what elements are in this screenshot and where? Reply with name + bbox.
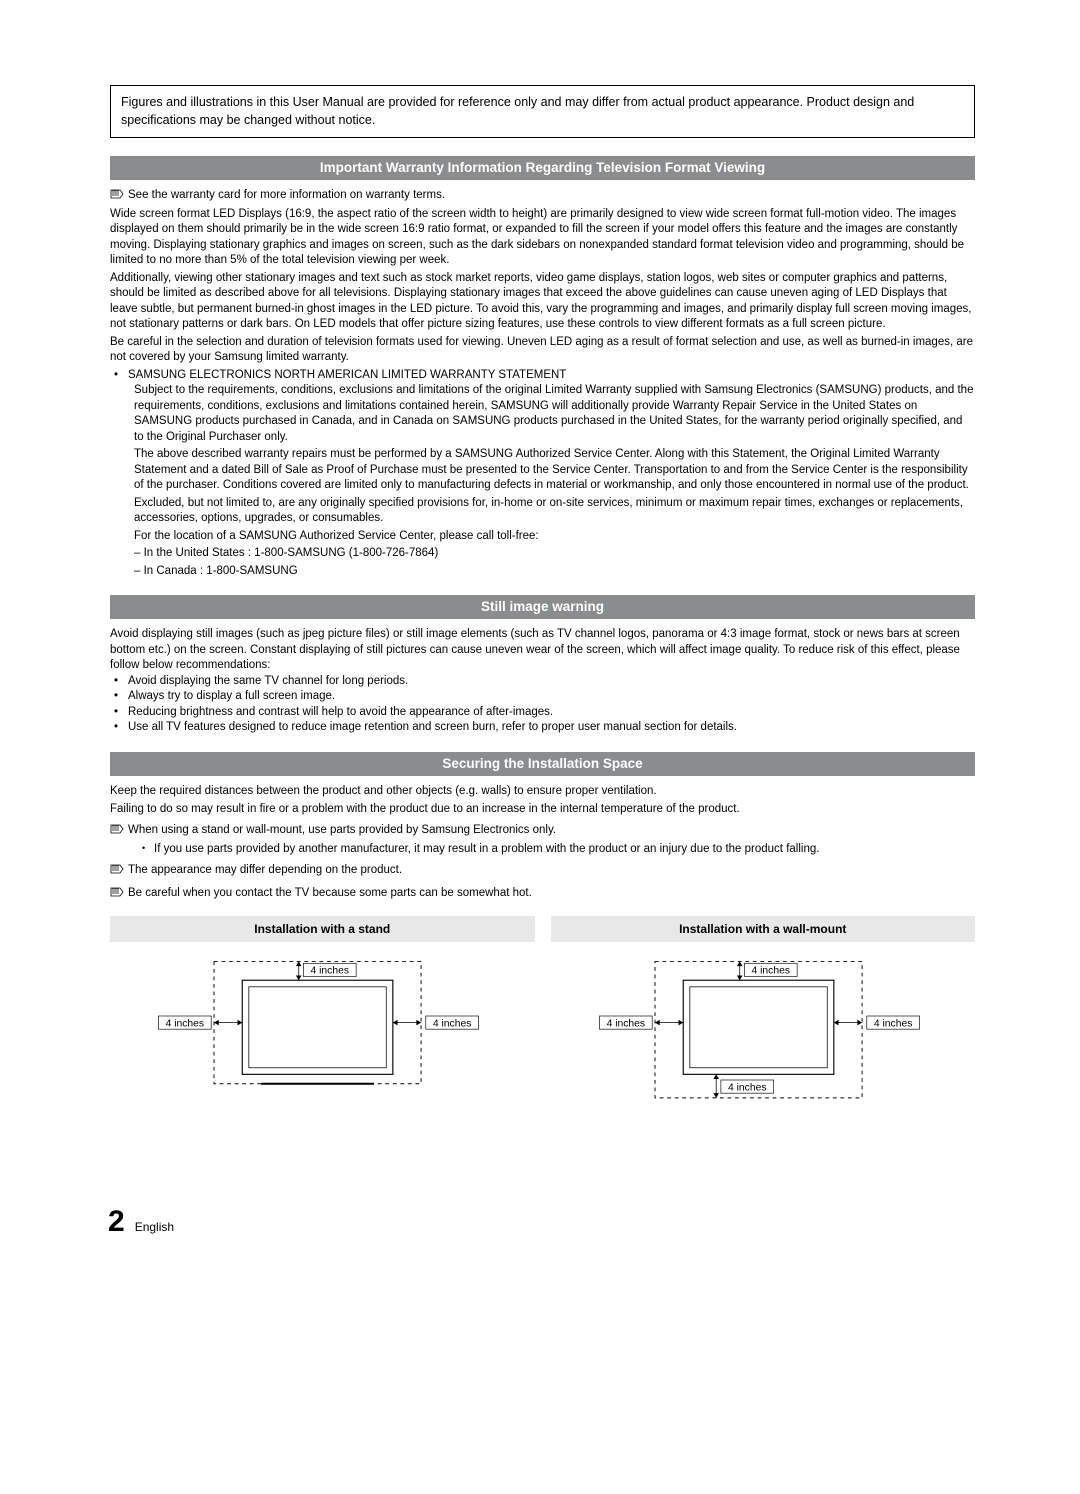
secure-note3: Be careful when you contact the TV becau…: [110, 886, 975, 903]
still-bullets: Avoid displaying the same TV channel for…: [110, 674, 975, 736]
stand-diagram: 4 inches 4 inches 4 inches: [110, 952, 535, 1112]
wall-left-label: 4 inches: [606, 1018, 645, 1029]
page-language: English: [135, 1220, 174, 1234]
stand-top-label: 4 inches: [311, 966, 350, 977]
still-b3: Reducing brightness and contrast will he…: [128, 705, 975, 721]
secure-note1-sub-text: If you use parts provided by another man…: [154, 842, 975, 858]
secure-note3-text: Be careful when you contact the TV becau…: [128, 886, 532, 902]
notice-box: Figures and illustrations in this User M…: [110, 85, 975, 138]
warranty-body: Wide screen format LED Displays (16:9, t…: [110, 207, 975, 366]
secure-note1-sub: If you use parts provided by another man…: [110, 842, 975, 858]
warranty-bp2: The above described warranty repairs mus…: [134, 447, 975, 494]
install-stand-title: Installation with a stand: [110, 916, 535, 942]
note-icon: [110, 863, 128, 880]
warranty-bp1: Subject to the requirements, conditions,…: [134, 383, 975, 445]
note-icon: [110, 886, 128, 903]
warranty-header: Important Warranty Information Regarding…: [110, 156, 975, 180]
warranty-p3: Be careful in the selection and duration…: [110, 335, 975, 366]
secure-note2-text: The appearance may differ depending on t…: [128, 863, 402, 879]
stand-right-label: 4 inches: [433, 1018, 472, 1029]
install-wall-col: Installation with a wall-mount 4 inches: [551, 916, 976, 1112]
page-footer: 2 English: [108, 1205, 174, 1239]
stand-left-label: 4 inches: [166, 1018, 205, 1029]
warranty-note-text: See the warranty card for more informati…: [128, 188, 445, 204]
warranty-dash2: – In Canada : 1-800-SAMSUNG: [134, 564, 975, 580]
still-header: Still image warning: [110, 595, 975, 619]
warranty-indent: Subject to the requirements, conditions,…: [110, 383, 975, 579]
note-icon: [110, 188, 128, 205]
warranty-bp3: Excluded, but not limited to, are any or…: [134, 496, 975, 527]
warranty-dash1: – In the United States : 1-800-SAMSUNG (…: [134, 546, 975, 562]
warranty-note: See the warranty card for more informati…: [110, 188, 975, 205]
note-icon: [110, 823, 128, 840]
page-number: 2: [108, 1205, 125, 1239]
wall-right-label: 4 inches: [873, 1018, 912, 1029]
install-wall-title: Installation with a wall-mount: [551, 916, 976, 942]
wall-diagram: 4 inches 4 inches 4 inches: [551, 952, 976, 1112]
warranty-bullet: SAMSUNG ELECTRONICS NORTH AMERICAN LIMIT…: [110, 368, 975, 384]
notice-text: Figures and illustrations in this User M…: [121, 95, 914, 127]
install-row: Installation with a stand 4 inches: [110, 916, 975, 1112]
still-b4: Use all TV features designed to reduce i…: [128, 720, 975, 736]
warranty-p1: Wide screen format LED Displays (16:9, t…: [110, 207, 975, 269]
secure-body: Keep the required distances between the …: [110, 784, 975, 817]
secure-p2: Failing to do so may result in fire or a…: [110, 802, 975, 818]
secure-p1: Keep the required distances between the …: [110, 784, 975, 800]
warranty-bp4: For the location of a SAMSUNG Authorized…: [134, 529, 975, 545]
still-intro: Avoid displaying still images (such as j…: [110, 627, 975, 674]
secure-note1: When using a stand or wall-mount, use pa…: [110, 823, 975, 840]
still-b2: Always try to display a full screen imag…: [128, 689, 975, 705]
still-b1: Avoid displaying the same TV channel for…: [128, 674, 975, 690]
warranty-p2: Additionally, viewing other stationary i…: [110, 271, 975, 333]
secure-note1-text: When using a stand or wall-mount, use pa…: [128, 823, 556, 839]
secure-note2: The appearance may differ depending on t…: [110, 863, 975, 880]
install-stand-col: Installation with a stand 4 inches: [110, 916, 535, 1112]
warranty-bullet-title: SAMSUNG ELECTRONICS NORTH AMERICAN LIMIT…: [128, 368, 975, 384]
wall-top-label: 4 inches: [751, 966, 790, 977]
wall-bottom-label: 4 inches: [727, 1082, 766, 1093]
secure-header: Securing the Installation Space: [110, 752, 975, 776]
